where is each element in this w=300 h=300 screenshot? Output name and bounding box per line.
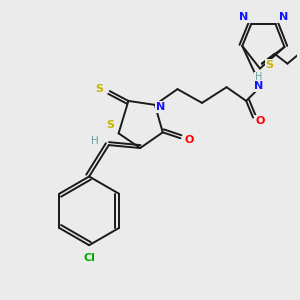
Text: S: S — [266, 60, 274, 70]
Text: S: S — [107, 121, 115, 130]
Text: Cl: Cl — [83, 253, 95, 263]
Text: N: N — [254, 81, 264, 91]
Text: H: H — [255, 72, 262, 82]
Text: N: N — [279, 13, 288, 22]
Text: S: S — [95, 84, 103, 94]
Text: N: N — [238, 13, 248, 22]
Text: O: O — [255, 116, 265, 126]
Text: N: N — [156, 102, 165, 112]
Text: O: O — [184, 135, 194, 145]
Text: H: H — [91, 136, 99, 146]
